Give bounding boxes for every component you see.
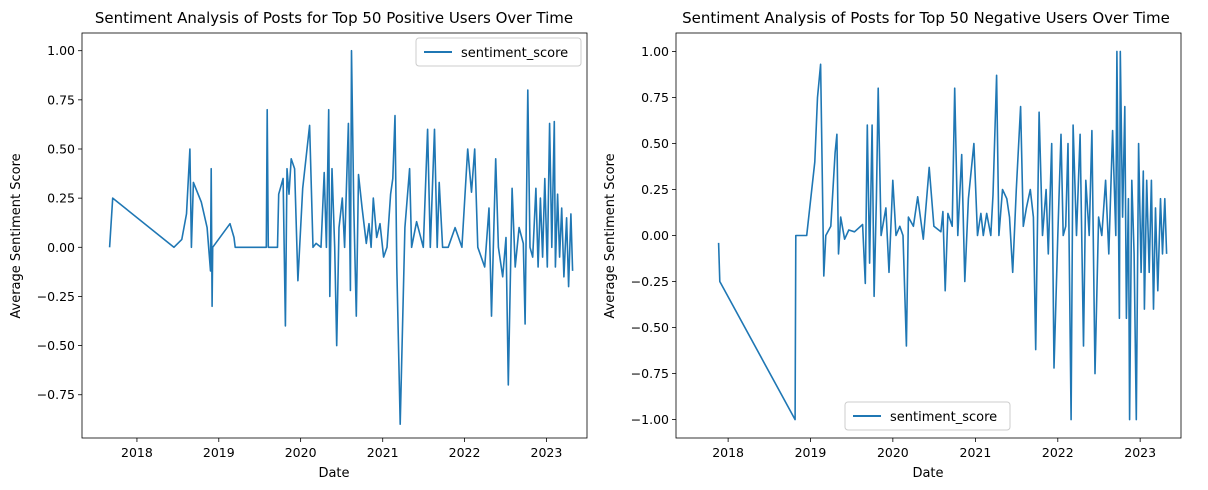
x-tick-label: 2018 [121,445,153,460]
x-tick-label: 2021 [960,445,992,460]
y-tick-label: 0.00 [641,228,669,243]
x-tick-label: 2019 [795,445,827,460]
x-axis-ticks: 2018 2019 2020 2021 2022 2023 [121,438,562,460]
legend: sentiment_score [415,37,582,67]
y-tick-label: 0.25 [641,182,669,197]
series-line-sentiment-score [717,50,1168,421]
plot-content [717,50,1168,421]
y-tick-label: 0.75 [47,92,75,107]
x-tick-label: 2019 [203,445,235,460]
y-tick-label: −1.00 [631,412,669,427]
x-tick-label: 2020 [877,445,909,460]
x-tick-label: 2023 [1124,445,1156,460]
y-tick-label: 1.00 [641,44,669,59]
legend-box [844,401,1011,431]
y-tick-label: −0.25 [631,274,669,289]
y-tick-label: −0.75 [37,387,75,402]
x-axis-ticks: 2018 2019 2020 2021 2022 2023 [712,438,1156,460]
x-axis-title: Date [912,466,943,481]
legend-label: sentiment_score [890,410,997,425]
y-tick-label: 0.00 [47,240,75,255]
y-axis-title: Average Sentiment Score [603,153,618,318]
plot-frame [81,32,588,439]
y-axis-ticks: 1.00 0.75 0.50 0.25 0.00 −0.25 −0.50 −0.75 [37,43,82,402]
y-tick-label: −0.75 [631,366,669,381]
series-line-sentiment-score [108,49,574,425]
chart-title: Sentiment Analysis of Posts for Top 50 N… [682,9,1170,27]
plot-content [108,49,574,425]
y-tick-label: −0.25 [37,289,75,304]
negative-users-chart: Sentiment Analysis of Posts for Top 50 N… [603,9,1182,481]
x-tick-label: 2018 [712,445,744,460]
y-tick-label: 0.50 [47,141,75,156]
x-tick-label: 2021 [367,445,399,460]
y-tick-label: 0.75 [641,90,669,105]
x-axis-title: Date [318,466,349,481]
y-tick-label: −0.50 [37,338,75,353]
y-tick-label: 1.00 [47,43,75,58]
positive-users-chart: Sentiment Analysis of Posts for Top 50 P… [9,9,588,481]
legend-box [415,37,582,67]
y-axis-ticks: 1.00 0.75 0.50 0.25 0.00 −0.25 −0.50 −0.75 −1.00 [631,44,676,427]
x-tick-label: 2022 [1042,445,1074,460]
legend-label: sentiment_score [461,46,568,61]
legend: sentiment_score [844,401,1011,431]
y-tick-label: 0.50 [641,136,669,151]
y-tick-label: −0.50 [631,320,669,335]
chart-title: Sentiment Analysis of Posts for Top 50 P… [95,9,573,27]
x-tick-label: 2023 [531,445,563,460]
x-tick-label: 2020 [285,445,317,460]
x-tick-label: 2022 [449,445,481,460]
y-axis-title: Average Sentiment Score [9,153,24,318]
y-tick-label: 0.25 [47,191,75,206]
